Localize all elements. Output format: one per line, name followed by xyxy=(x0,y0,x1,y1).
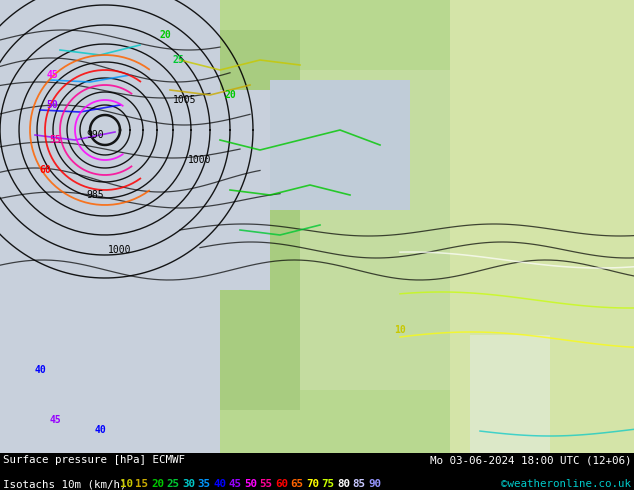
Text: 35: 35 xyxy=(198,479,210,489)
Text: 85: 85 xyxy=(353,479,365,489)
Text: 60: 60 xyxy=(275,479,288,489)
Text: 70: 70 xyxy=(306,479,319,489)
Text: 55: 55 xyxy=(259,479,273,489)
Text: 45: 45 xyxy=(228,479,242,489)
Bar xyxy=(470,335,550,455)
Text: 50: 50 xyxy=(46,100,58,110)
Bar xyxy=(220,0,634,455)
Text: 45: 45 xyxy=(46,70,58,80)
Bar xyxy=(150,90,270,290)
Text: ©weatheronline.co.uk: ©weatheronline.co.uk xyxy=(501,479,631,489)
Text: 990: 990 xyxy=(86,130,104,140)
Text: 25: 25 xyxy=(167,479,179,489)
Text: 20: 20 xyxy=(224,90,236,100)
Text: 65: 65 xyxy=(290,479,304,489)
Text: 20: 20 xyxy=(159,30,171,40)
Bar xyxy=(0,453,634,490)
Text: 55: 55 xyxy=(49,135,61,145)
Text: Surface pressure [hPa] ECMWF: Surface pressure [hPa] ECMWF xyxy=(3,455,185,465)
Bar xyxy=(270,80,410,210)
Bar xyxy=(0,0,250,455)
Text: Mo 03-06-2024 18:00 UTC (12+06): Mo 03-06-2024 18:00 UTC (12+06) xyxy=(429,455,631,465)
Text: 1005: 1005 xyxy=(173,95,197,105)
Text: 25: 25 xyxy=(172,55,184,65)
Text: 90: 90 xyxy=(368,479,381,489)
Text: 75: 75 xyxy=(321,479,335,489)
Text: 985: 985 xyxy=(86,190,104,200)
Text: 1000: 1000 xyxy=(108,245,132,255)
Text: 80: 80 xyxy=(337,479,350,489)
Bar xyxy=(450,0,634,455)
Text: 10: 10 xyxy=(394,325,406,335)
Text: 45: 45 xyxy=(49,415,61,425)
Bar xyxy=(220,30,300,410)
Text: 40: 40 xyxy=(94,425,106,435)
Text: 40: 40 xyxy=(213,479,226,489)
Text: 10: 10 xyxy=(120,479,133,489)
Bar xyxy=(270,70,470,390)
Text: 40: 40 xyxy=(34,365,46,375)
Text: 20: 20 xyxy=(151,479,164,489)
Text: 15: 15 xyxy=(136,479,148,489)
Text: 30: 30 xyxy=(182,479,195,489)
Text: 60: 60 xyxy=(39,165,51,175)
Text: 1000: 1000 xyxy=(188,155,212,165)
Text: 50: 50 xyxy=(244,479,257,489)
Text: Isotachs 10m (km/h): Isotachs 10m (km/h) xyxy=(3,479,127,489)
